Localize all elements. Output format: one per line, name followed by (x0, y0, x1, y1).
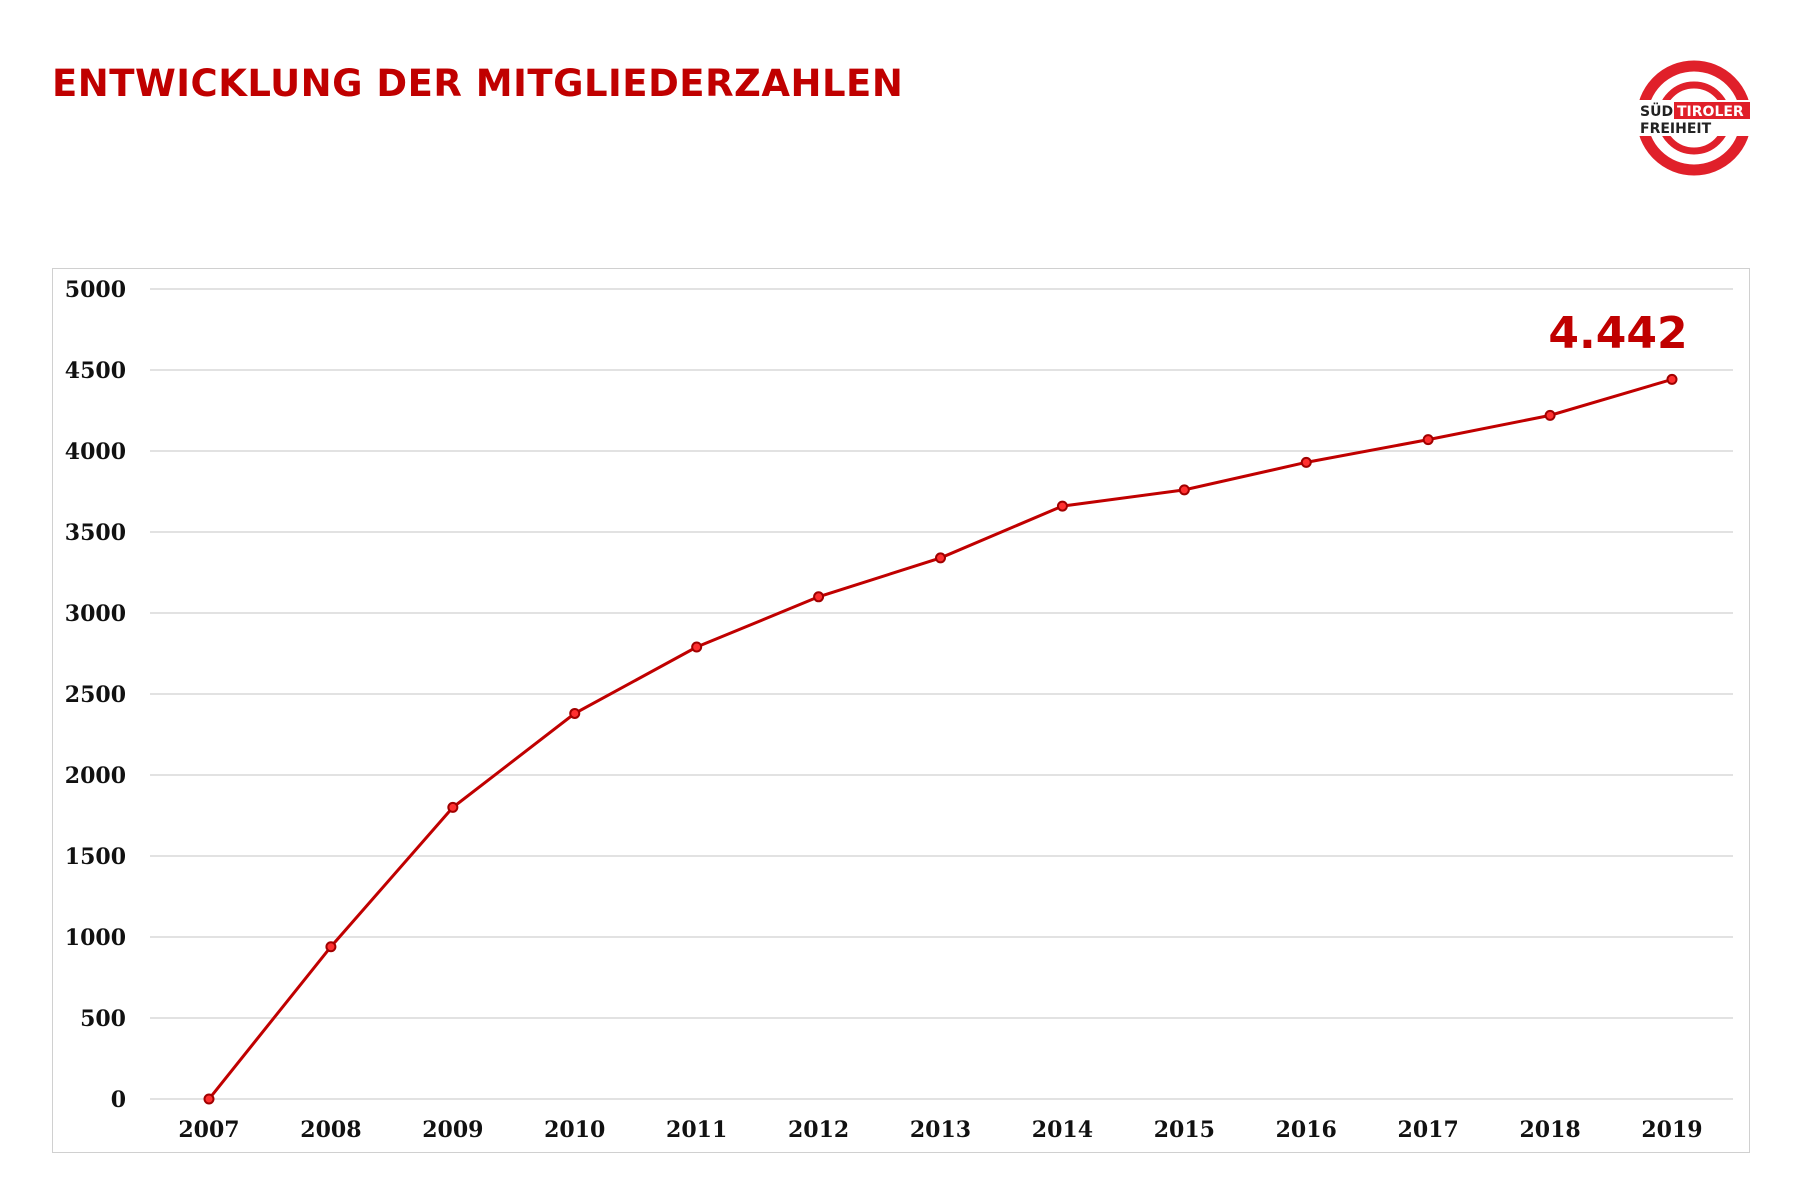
data-point (203, 1093, 215, 1105)
y-tick-label: 1000 (65, 925, 126, 951)
y-tick-label: 1500 (65, 844, 126, 870)
x-tick-label: 2015 (1154, 1117, 1215, 1143)
x-tick-label: 2013 (910, 1117, 971, 1143)
last-value-annotation: 4.442 (1548, 308, 1687, 359)
series-line (207, 377, 1673, 1100)
logo-text-sud: SÜD (1640, 102, 1673, 120)
x-tick-label: 2009 (422, 1117, 483, 1143)
y-tick-label: 3000 (65, 601, 126, 627)
logo-text-freiheit: FREIHEIT (1640, 121, 1712, 137)
x-tick-label: 2014 (1032, 1117, 1093, 1143)
x-tick-label: 2012 (788, 1117, 849, 1143)
data-point (691, 641, 703, 653)
y-tick-label: 4000 (65, 439, 126, 465)
data-point (325, 941, 337, 953)
x-tick-label: 2018 (1519, 1117, 1580, 1143)
x-tick-label: 2007 (178, 1117, 239, 1143)
data-point (813, 591, 825, 603)
data-point (1544, 409, 1556, 421)
data-point (1300, 456, 1312, 468)
logo-text-tiroler: TIROLER (1677, 104, 1744, 120)
x-tick-label: 2016 (1276, 1117, 1337, 1143)
y-tick-label: 2000 (65, 763, 126, 789)
data-point (569, 707, 581, 719)
sudtiroler-freiheit-logo: SÜD TIROLER FREIHEIT (1636, 60, 1752, 176)
y-tick-label: 0 (111, 1087, 126, 1113)
data-point (1056, 500, 1068, 512)
page-title: ENTWICKLUNG DER MITGLIEDERZAHLEN (52, 62, 904, 105)
x-tick-label: 2010 (544, 1117, 605, 1143)
x-tick-label: 2019 (1641, 1117, 1702, 1143)
data-point (447, 801, 459, 813)
y-tick-label: 5000 (65, 277, 126, 303)
x-tick-label: 2011 (666, 1117, 727, 1143)
x-tick-label: 2008 (300, 1117, 361, 1143)
data-point (1666, 373, 1678, 385)
y-tick-label: 4500 (65, 358, 126, 384)
y-tick-label: 2500 (65, 682, 126, 708)
y-tick-label: 3500 (65, 520, 126, 546)
chart-frame (52, 268, 1750, 1153)
data-point (1178, 484, 1190, 496)
data-point (935, 552, 946, 564)
data-point (1422, 434, 1434, 446)
y-tick-label: 500 (80, 1006, 126, 1032)
x-tick-label: 2017 (1398, 1117, 1459, 1143)
